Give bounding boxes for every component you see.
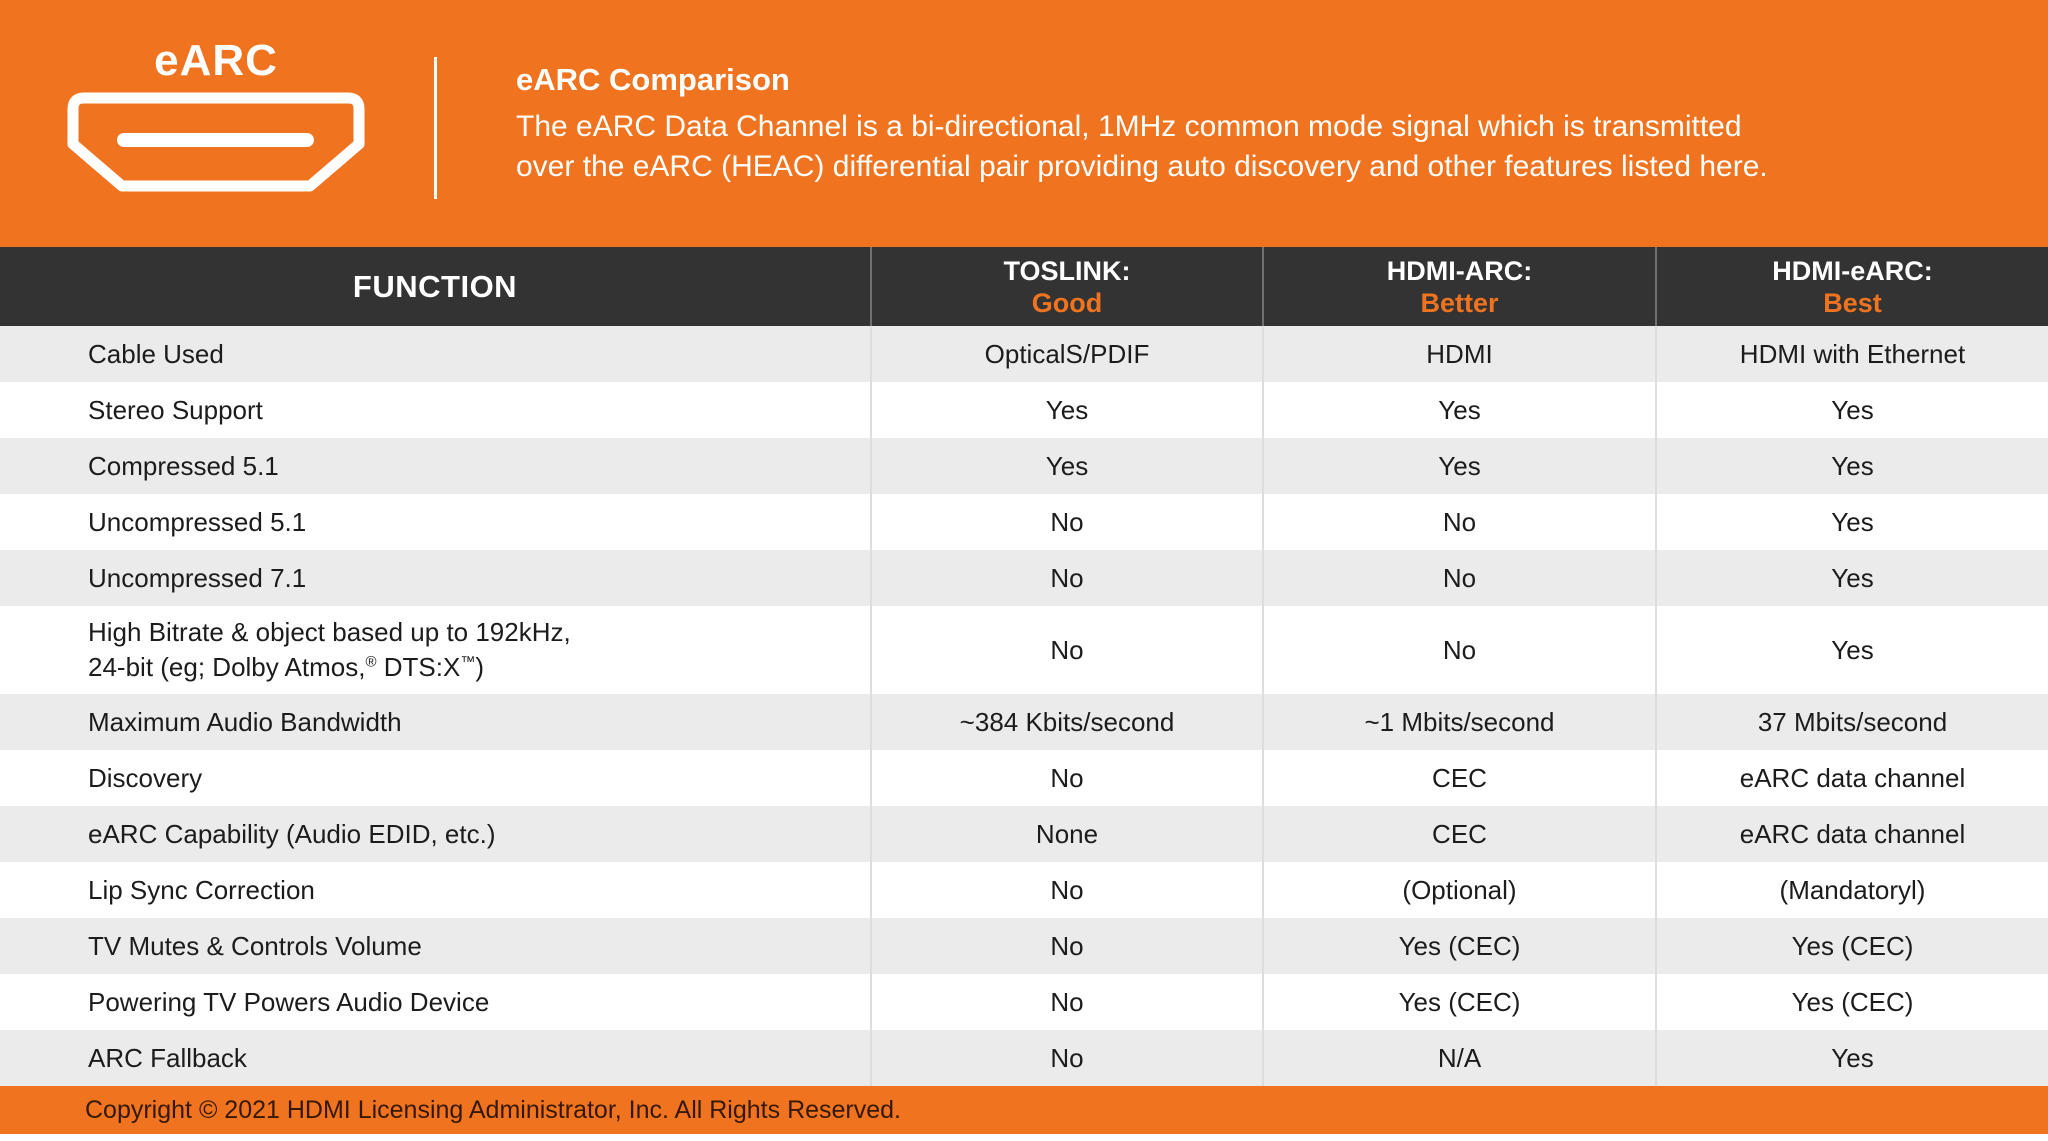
toslink-value: No [870, 750, 1262, 806]
column-header-function: FUNCTION [352, 268, 518, 304]
toslink-value: ~384 Kbits/second [870, 694, 1262, 750]
function-label: TV Mutes & Controls Volume [88, 930, 422, 961]
function-label: Stereo Support [88, 394, 263, 425]
function-label: Uncompressed 5.1 [88, 506, 307, 537]
hdmi-arc-value: CEC [1262, 750, 1655, 806]
toslink-value: Yes [870, 382, 1262, 438]
banner: eARC eARC Comparison The eARC Data Chann… [0, 0, 2048, 247]
hdmi-earc-value: Yes [1655, 606, 2048, 694]
hdmi-earc-value: eARC data channel [1655, 750, 2048, 806]
toslink-value: No [870, 606, 1262, 694]
toslink-value: None [870, 806, 1262, 862]
hdmi-arc-value: HDMI [1262, 326, 1655, 382]
banner-copy: eARC Comparison The eARC Data Channel is… [516, 62, 1768, 187]
high-bitrate-line2-mid: DTS:X [376, 652, 461, 682]
toslink-value: No [870, 1030, 1262, 1086]
page-description-line2: over the eARC (HEAC) differential pair p… [516, 150, 1768, 183]
table-row-powering-tv-powers-audio: Powering TV Powers Audio Device No Yes (… [0, 974, 2048, 1030]
hdmi-connector-icon [67, 92, 365, 192]
table-row-uncompressed-7-1: Uncompressed 7.1 No No Yes [0, 550, 2048, 606]
high-bitrate-line2-pre: 24-bit (eg; Dolby Atmos, [88, 652, 366, 682]
table-row-arc-fallback: ARC Fallback No N/A Yes [0, 1030, 2048, 1086]
function-label: Maximum Audio Bandwidth [88, 706, 402, 737]
table-row-max-audio-bandwidth: Maximum Audio Bandwidth ~384 Kbits/secon… [0, 694, 2048, 750]
function-label: Compressed 5.1 [88, 450, 279, 481]
hdmi-arc-value: N/A [1262, 1030, 1655, 1086]
hdmi-arc-value: Yes (CEC) [1262, 974, 1655, 1030]
trademark-mark: ™ [460, 653, 476, 671]
hdmi-earc-value: Yes [1655, 1030, 2048, 1086]
hdmi-earc-value: Yes [1655, 438, 2048, 494]
hdmi-earc-value: Yes [1655, 550, 2048, 606]
toslink-value: No [870, 918, 1262, 974]
table-row-high-bitrate: High Bitrate & object based up to 192kHz… [0, 606, 2048, 694]
column-header-hdmi-earc-label: HDMI-eARC: [1772, 255, 1933, 286]
function-label: ARC Fallback [88, 1042, 247, 1073]
toslink-value: Yes [870, 438, 1262, 494]
function-label: eARC Capability (Audio EDID, etc.) [88, 818, 496, 849]
table-header-row: FUNCTION TOSLINK: Good HDMI-ARC: Better … [0, 247, 2048, 326]
hdmi-earc-value: Yes (CEC) [1655, 974, 2048, 1030]
page-description-line1: The eARC Data Channel is a bi-directiona… [516, 110, 1742, 143]
high-bitrate-line2-post: ) [475, 652, 484, 682]
function-label: Discovery [88, 762, 203, 793]
hdmi-earc-value: HDMI with Ethernet [1655, 326, 2048, 382]
column-header-hdmi-earc: HDMI-eARC: Best [1655, 247, 2048, 326]
hdmi-earc-value: eARC data channel [1655, 806, 2048, 862]
column-header-hdmi-arc-label: HDMI-ARC: [1386, 255, 1533, 286]
toslink-value: No [870, 494, 1262, 550]
hdmi-arc-value: CEC [1262, 806, 1655, 862]
page-description: The eARC Data Channel is a bi-directiona… [516, 107, 1768, 187]
table-row-compressed-5-1: Compressed 5.1 Yes Yes Yes [0, 438, 2048, 494]
function-label: High Bitrate & object based up to 192kHz… [0, 606, 870, 694]
hdmi-earc-value: Yes (CEC) [1655, 918, 2048, 974]
toslink-value: No [870, 550, 1262, 606]
table-row-lip-sync-correction: Lip Sync Correction No (Optional) (Manda… [0, 862, 2048, 918]
hdmi-arc-value: Yes [1262, 382, 1655, 438]
copyright-text: Copyright © 2021 HDMI Licensing Administ… [85, 1095, 902, 1124]
toslink-value: No [870, 974, 1262, 1030]
hdmi-arc-value: No [1262, 606, 1655, 694]
hdmi-earc-value: Yes [1655, 382, 2048, 438]
hdmi-arc-value: No [1262, 494, 1655, 550]
column-header-toslink: TOSLINK: Good [870, 247, 1262, 326]
function-label: Lip Sync Correction [88, 874, 315, 905]
rating-better: Better [1420, 287, 1499, 318]
function-label: Cable Used [88, 338, 224, 369]
table-row-tv-mutes-controls-volume: TV Mutes & Controls Volume No Yes (CEC) … [0, 918, 2048, 974]
rating-good: Good [1031, 287, 1103, 318]
table-row-discovery: Discovery No CEC eARC data channel [0, 750, 2048, 806]
hdmi-arc-value: Yes (CEC) [1262, 918, 1655, 974]
toslink-value: No [870, 862, 1262, 918]
hdmi-arc-value: ~1 Mbits/second [1262, 694, 1655, 750]
hdmi-earc-value: Yes [1655, 494, 2048, 550]
table-row-cable-used: Cable Used OpticalS/PDIF HDMI HDMI with … [0, 326, 2048, 382]
hdmi-arc-value: (Optional) [1262, 862, 1655, 918]
function-label: Powering TV Powers Audio Device [88, 986, 490, 1017]
earc-logo-text: eARC [154, 36, 278, 85]
rating-best: Best [1823, 287, 1882, 318]
function-label: Uncompressed 7.1 [88, 562, 307, 593]
page-title: eARC Comparison [516, 62, 790, 97]
high-bitrate-line1: High Bitrate & object based up to 192kHz… [88, 617, 571, 647]
hdmi-earc-value: 37 Mbits/second [1655, 694, 2048, 750]
hdmi-arc-value: No [1262, 550, 1655, 606]
table-row-uncompressed-5-1: Uncompressed 5.1 No No Yes [0, 494, 2048, 550]
hdmi-arc-value: Yes [1262, 438, 1655, 494]
footer-bar: Copyright © 2021 HDMI Licensing Administ… [0, 1086, 2048, 1134]
table-row-stereo-support: Stereo Support Yes Yes Yes [0, 382, 2048, 438]
table-row-earc-capability: eARC Capability (Audio EDID, etc.) None … [0, 806, 2048, 862]
column-header-hdmi-arc: HDMI-ARC: Better [1262, 247, 1655, 326]
comparison-table: FUNCTION TOSLINK: Good HDMI-ARC: Better … [0, 247, 2048, 1086]
toslink-value: OpticalS/PDIF [870, 326, 1262, 382]
banner-divider [434, 57, 437, 199]
registered-mark: ® [365, 653, 377, 671]
column-header-toslink-label: TOSLINK: [1003, 255, 1131, 286]
hdmi-earc-value: (Mandatoryl) [1655, 862, 2048, 918]
